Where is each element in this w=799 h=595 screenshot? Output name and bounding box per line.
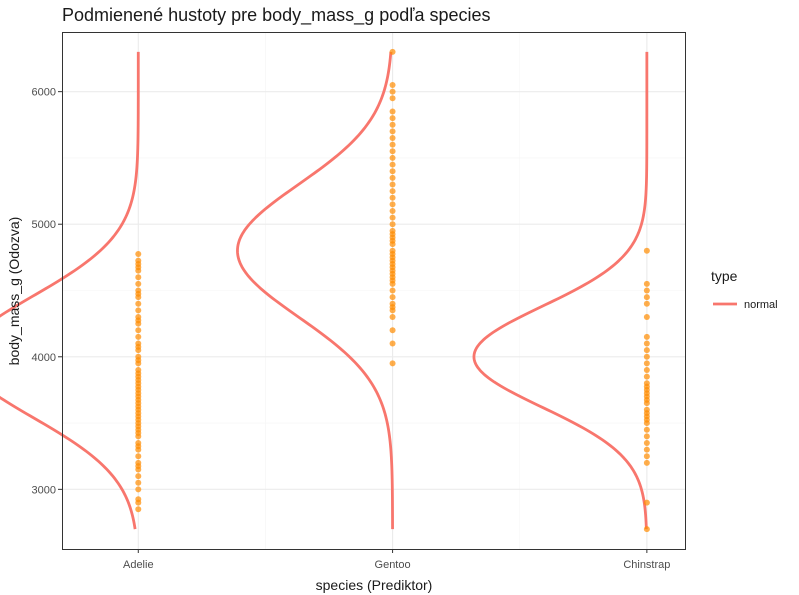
data-point-adelie <box>135 453 142 460</box>
x-tick-label: Gentoo <box>375 559 411 571</box>
data-point-chinstrap <box>643 353 650 360</box>
data-point-adelie <box>135 340 142 347</box>
data-point-gentoo <box>389 95 396 102</box>
x-axis: Adelie Gentoo Chinstrap <box>123 549 670 571</box>
data-point-adelie <box>135 287 142 294</box>
data-point-adelie <box>135 439 142 446</box>
data-point-chinstrap <box>643 373 650 380</box>
data-point-gentoo <box>389 161 396 168</box>
data-point-chinstrap <box>643 287 650 294</box>
data-point-adelie <box>135 479 142 486</box>
data-point-gentoo <box>389 360 396 367</box>
data-point-adelie <box>135 486 142 493</box>
data-point-gentoo <box>389 135 396 142</box>
y-tick-label: 3000 <box>32 484 56 496</box>
data-point-chinstrap <box>643 247 650 254</box>
panel-border <box>62 32 686 550</box>
grid <box>62 32 685 549</box>
data-point-gentoo <box>389 141 396 148</box>
data-point-gentoo <box>389 201 396 208</box>
data-point-adelie <box>135 367 142 374</box>
data-point-chinstrap <box>643 426 650 433</box>
legend-title: type <box>711 268 738 284</box>
data-point-chinstrap <box>643 439 650 446</box>
data-point-adelie <box>135 333 142 340</box>
data-point-gentoo <box>389 294 396 301</box>
data-point-adelie <box>135 496 142 503</box>
legend: type normal <box>711 268 778 311</box>
data-point-adelie <box>135 251 142 258</box>
data-point-gentoo <box>389 227 396 234</box>
data-point-gentoo <box>389 115 396 122</box>
data-point-adelie <box>135 300 142 307</box>
data-point-gentoo <box>389 194 396 201</box>
data-point-gentoo <box>389 247 396 254</box>
data-point-gentoo <box>389 128 396 135</box>
data-point-gentoo <box>389 340 396 347</box>
data-point-chinstrap <box>643 340 650 347</box>
density-curves <box>0 51 649 530</box>
y-axis-title: body_mass_g (Odozva) <box>6 217 22 366</box>
data-point-gentoo <box>389 181 396 188</box>
data-point-chinstrap <box>643 380 650 387</box>
data-point-chinstrap <box>643 360 650 367</box>
data-point-gentoo <box>389 174 396 181</box>
data-point-adelie <box>135 353 142 360</box>
data-point-gentoo <box>389 314 396 321</box>
data-point-gentoo <box>389 188 396 195</box>
data-point-adelie <box>135 459 142 466</box>
data-point-chinstrap <box>643 280 650 287</box>
data-point-adelie <box>135 327 142 334</box>
data-point-gentoo <box>389 168 396 175</box>
data-point-adelie <box>135 506 142 513</box>
x-tick-label: Chinstrap <box>623 559 670 571</box>
data-point-gentoo <box>389 327 396 334</box>
data-point-gentoo <box>389 207 396 214</box>
data-point-gentoo <box>389 154 396 161</box>
data-point-chinstrap <box>643 333 650 340</box>
data-point-adelie <box>135 307 142 314</box>
data-point-gentoo <box>389 121 396 128</box>
data-point-chinstrap <box>643 314 650 321</box>
data-point-chinstrap <box>643 406 650 413</box>
data-points <box>135 48 650 533</box>
data-point-gentoo <box>389 108 396 115</box>
data-point-adelie <box>135 274 142 281</box>
data-point-chinstrap <box>643 347 650 354</box>
data-point-gentoo <box>389 221 396 228</box>
data-point-gentoo <box>389 82 396 89</box>
density-curve-adelie <box>0 51 140 530</box>
x-axis-title: species (Prediktor) <box>316 577 433 593</box>
x-tick-label: Adelie <box>123 559 154 571</box>
data-point-chinstrap <box>643 459 650 466</box>
data-point-adelie <box>135 473 142 480</box>
data-point-adelie <box>135 257 142 264</box>
data-point-chinstrap <box>643 446 650 453</box>
density-curve-gentoo <box>236 51 394 530</box>
data-point-adelie <box>135 280 142 287</box>
data-point-gentoo <box>389 287 396 294</box>
data-point-chinstrap <box>643 433 650 440</box>
chart-title: Podmienené hustoty pre body_mass_g podľa… <box>62 5 491 26</box>
data-point-chinstrap <box>643 300 650 307</box>
data-point-gentoo <box>389 148 396 155</box>
data-point-gentoo <box>389 88 396 95</box>
data-point-chinstrap <box>643 526 650 533</box>
data-point-chinstrap <box>643 453 650 460</box>
data-point-chinstrap <box>643 367 650 374</box>
y-tick-label: 4000 <box>32 352 56 364</box>
data-point-adelie <box>135 314 142 321</box>
data-point-chinstrap <box>643 499 650 506</box>
y-tick-label: 6000 <box>32 87 56 99</box>
y-tick-label: 5000 <box>32 219 56 231</box>
data-point-chinstrap <box>643 294 650 301</box>
data-point-gentoo <box>389 300 396 307</box>
data-point-gentoo <box>389 214 396 221</box>
legend-label-normal: normal <box>744 299 778 311</box>
y-axis: 3000 4000 5000 6000 <box>32 87 62 496</box>
data-point-gentoo <box>389 48 396 55</box>
density-curve-chinstrap <box>472 51 649 530</box>
